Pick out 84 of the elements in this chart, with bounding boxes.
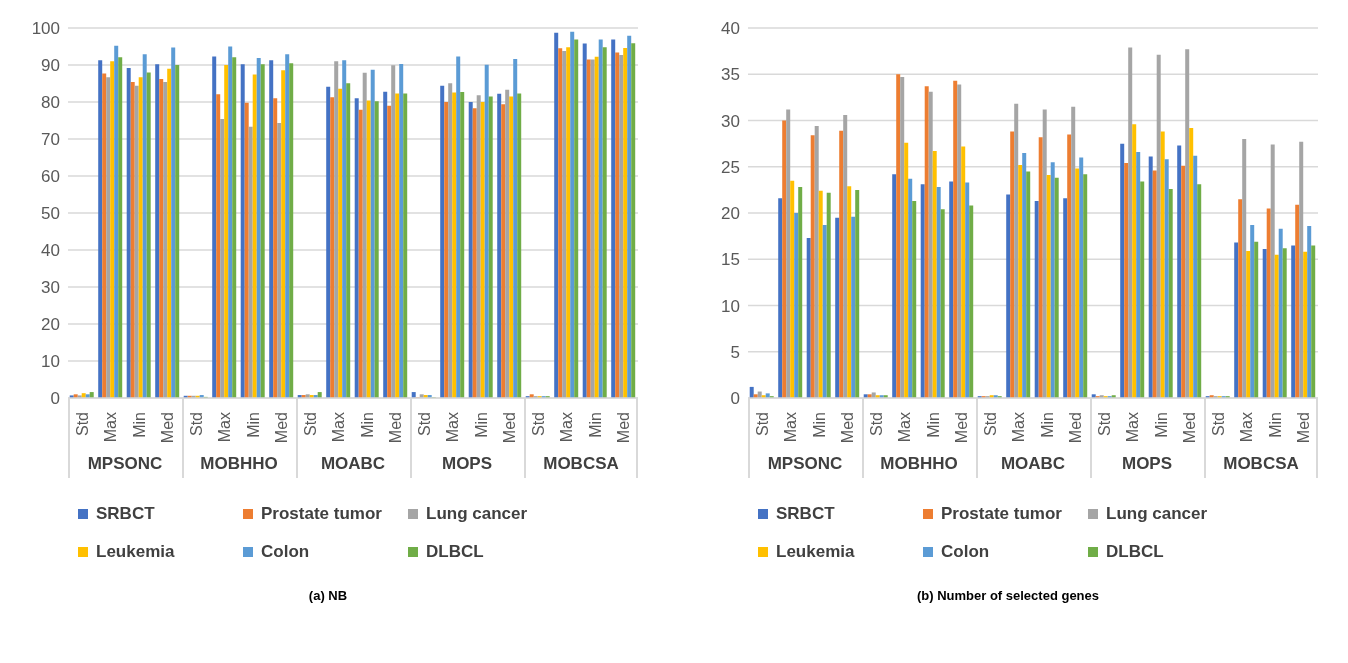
x-tick-label: Min	[1038, 412, 1056, 438]
legend-label: Colon	[941, 542, 990, 562]
y-tick-label: 40	[41, 241, 60, 261]
text: MOBCSA	[1222, 454, 1300, 474]
y-tick-label: 20	[41, 315, 60, 335]
text: (b) Number of selected genes	[915, 588, 1100, 603]
text: MOBHHO	[879, 454, 959, 474]
x-tick-label: Med	[273, 412, 291, 444]
x-tick-label: Std	[73, 412, 91, 437]
text: MOABC	[319, 454, 387, 474]
text: (a) NB	[307, 588, 349, 603]
x-tick-label: Std	[415, 412, 433, 437]
x-tick-label: Min	[1152, 412, 1170, 438]
x-tick-label: Std	[867, 412, 885, 437]
y-tick-label: 15	[721, 250, 740, 270]
x-tick-label: Std	[981, 412, 999, 437]
x-tick-label: Std	[753, 412, 771, 437]
legend-label: Prostate tumor	[941, 504, 1062, 524]
x-tick-label: Max	[1238, 412, 1256, 443]
x-tick-label: Std	[187, 412, 205, 437]
y-tick-label: 25	[721, 157, 740, 177]
y-tick-label: 30	[41, 278, 60, 298]
legend-label: Lung cancer	[1106, 504, 1208, 524]
x-tick-label: Min	[244, 412, 262, 438]
y-tick-label: 80	[41, 93, 60, 113]
x-tick-label: Max	[216, 412, 234, 443]
y-tick-label: 0	[730, 389, 740, 409]
x-tick-label: Max	[896, 412, 914, 443]
legend-label: Colon	[261, 542, 310, 562]
y-tick-label: 5	[730, 342, 740, 362]
x-tick-label: Med	[1295, 412, 1313, 444]
text: MOBHHO	[199, 454, 279, 474]
x-tick-label: Std	[529, 412, 547, 437]
x-tick-label: Max	[444, 412, 462, 443]
y-tick-label: 40	[721, 19, 740, 39]
x-tick-label: Max	[782, 412, 800, 443]
x-tick-label: Min	[586, 412, 604, 438]
y-tick-label: 30	[721, 111, 740, 131]
text: MOBCSA	[542, 454, 620, 474]
legend-label: SRBCT	[776, 504, 835, 524]
x-tick-label: Med	[1181, 412, 1199, 444]
y-tick-label: 100	[31, 19, 60, 39]
text: MPSONC	[86, 454, 164, 474]
text: MOPS	[1120, 454, 1174, 474]
y-tick-label: 50	[41, 204, 60, 224]
y-tick-label: 20	[721, 204, 740, 224]
text: MOABC	[999, 454, 1067, 474]
legend-label: DLBCL	[1106, 542, 1164, 562]
y-tick-label: 70	[41, 130, 60, 150]
legend-label: Leukemia	[96, 542, 175, 562]
legend-label: Prostate tumor	[261, 504, 382, 524]
y-tick-label: 60	[41, 167, 60, 187]
x-tick-label: Std	[1209, 412, 1227, 437]
legend-label: Leukemia	[776, 542, 855, 562]
x-tick-label: Med	[1067, 412, 1085, 444]
x-tick-label: Max	[558, 412, 576, 443]
x-tick-label: Med	[839, 412, 857, 444]
text: MOPS	[440, 454, 494, 474]
legend-label: Lung cancer	[426, 504, 528, 524]
x-tick-label: Min	[810, 412, 828, 438]
x-tick-label: Min	[130, 412, 148, 438]
y-tick-label: 35	[721, 65, 740, 85]
x-tick-label: Std	[1095, 412, 1113, 437]
x-tick-label: Max	[1010, 412, 1028, 443]
legend-label: DLBCL	[426, 542, 484, 562]
text: MPSONC	[766, 454, 844, 474]
x-tick-label: Med	[387, 412, 405, 444]
x-tick-label: Min	[472, 412, 490, 438]
x-tick-label: Max	[102, 412, 120, 443]
x-tick-label: Std	[301, 412, 319, 437]
x-tick-label: Med	[615, 412, 633, 444]
x-tick-label: Med	[501, 412, 519, 444]
x-tick-label: Min	[924, 412, 942, 438]
y-tick-label: 90	[41, 56, 60, 76]
x-tick-label: Max	[330, 412, 348, 443]
y-tick-label: 10	[41, 352, 60, 372]
y-tick-label: 10	[721, 296, 740, 316]
legend-label: SRBCT	[96, 504, 155, 524]
x-tick-label: Med	[159, 412, 177, 444]
y-tick-label: 0	[50, 389, 60, 409]
x-tick-label: Med	[953, 412, 971, 444]
x-tick-label: Max	[1124, 412, 1142, 443]
x-tick-label: Min	[358, 412, 376, 438]
x-tick-label: Min	[1266, 412, 1284, 438]
